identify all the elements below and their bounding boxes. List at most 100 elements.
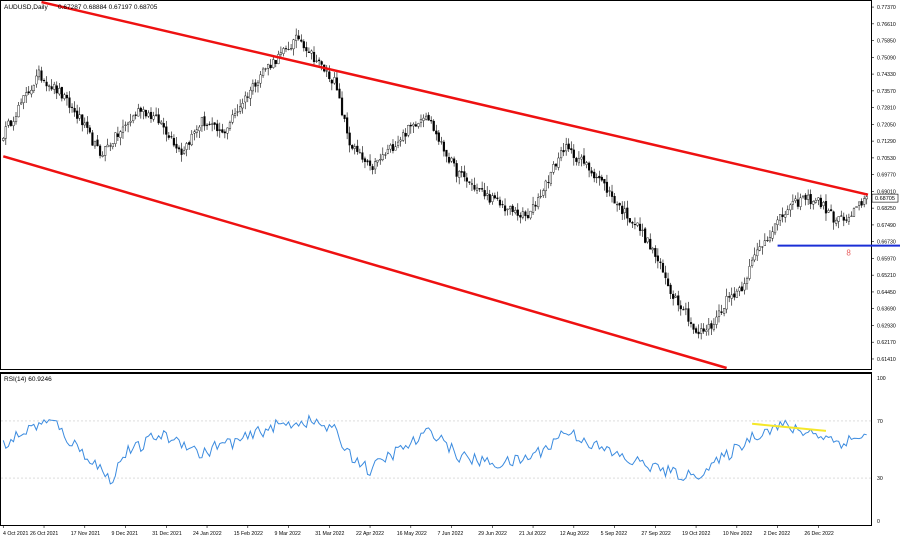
candle bbox=[78, 107, 81, 121]
candle bbox=[25, 87, 28, 103]
candle bbox=[847, 213, 850, 225]
candle bbox=[249, 86, 252, 107]
candle bbox=[593, 168, 596, 183]
candle bbox=[498, 196, 502, 208]
candle bbox=[289, 44, 293, 51]
candle bbox=[804, 193, 807, 206]
candle bbox=[761, 246, 764, 255]
time-tick-label: 19 Oct 2022 bbox=[682, 531, 710, 537]
candle bbox=[544, 179, 547, 199]
price-tick-label: 0.68250 bbox=[877, 206, 896, 212]
candle bbox=[241, 98, 244, 114]
candle bbox=[725, 288, 728, 314]
candle bbox=[267, 63, 270, 76]
candle bbox=[88, 125, 91, 134]
candle bbox=[549, 171, 552, 187]
candle bbox=[840, 210, 843, 217]
candle bbox=[155, 107, 158, 117]
candle bbox=[188, 140, 191, 150]
candle bbox=[824, 194, 828, 221]
candle bbox=[852, 207, 856, 217]
candle bbox=[590, 167, 593, 177]
candle bbox=[106, 138, 109, 148]
candle bbox=[743, 277, 746, 295]
candle bbox=[346, 112, 349, 140]
candle bbox=[493, 192, 496, 200]
candle bbox=[503, 198, 507, 216]
candle bbox=[631, 220, 634, 228]
candle bbox=[511, 204, 514, 216]
price-tick-label: 0.75850 bbox=[877, 39, 896, 45]
candle bbox=[809, 189, 812, 210]
candle bbox=[491, 192, 494, 205]
candle bbox=[430, 116, 433, 124]
candle bbox=[814, 197, 817, 204]
price-tick-label: 0.61410 bbox=[877, 357, 896, 363]
candle bbox=[610, 184, 614, 203]
candle bbox=[60, 86, 63, 102]
candle bbox=[552, 161, 555, 175]
candle bbox=[48, 84, 51, 92]
candle bbox=[116, 126, 119, 141]
candle bbox=[638, 217, 642, 236]
candle bbox=[733, 287, 736, 301]
candle bbox=[531, 196, 535, 215]
candle bbox=[483, 182, 486, 200]
candle bbox=[86, 116, 89, 135]
candle bbox=[233, 108, 237, 119]
candle bbox=[442, 139, 446, 157]
candle bbox=[776, 216, 779, 231]
rsi-divergence-line[interactable] bbox=[752, 422, 827, 432]
candle bbox=[284, 45, 288, 53]
price-tick-label: 0.72810 bbox=[877, 106, 896, 112]
candle bbox=[226, 127, 229, 140]
candle bbox=[447, 152, 451, 165]
candle bbox=[817, 197, 820, 206]
time-tick-label: 9 Dec 2021 bbox=[112, 531, 139, 537]
candle bbox=[300, 34, 303, 43]
price-tick-label: 0.66730 bbox=[877, 240, 896, 246]
candle bbox=[50, 79, 53, 91]
candle bbox=[417, 122, 420, 129]
candle bbox=[458, 170, 461, 185]
candle bbox=[437, 129, 440, 145]
candle bbox=[272, 55, 275, 69]
upper-channel-line[interactable] bbox=[41, 0, 869, 196]
time-tick-label: 9 Mar 2022 bbox=[275, 531, 301, 537]
candle bbox=[766, 236, 769, 242]
candle bbox=[404, 128, 407, 144]
candle bbox=[812, 200, 815, 210]
price-tick-label: 0.64450 bbox=[877, 290, 896, 296]
candle bbox=[771, 226, 774, 242]
candle bbox=[529, 210, 532, 220]
candle bbox=[857, 201, 861, 211]
candle bbox=[468, 181, 471, 185]
candle bbox=[45, 76, 48, 92]
candle bbox=[463, 165, 466, 182]
candle bbox=[524, 210, 527, 222]
candle bbox=[758, 239, 761, 252]
candle bbox=[371, 163, 374, 175]
candle bbox=[368, 154, 372, 171]
candle bbox=[190, 130, 193, 147]
candle bbox=[386, 144, 389, 155]
lower-channel-line[interactable] bbox=[2, 155, 727, 370]
candle bbox=[453, 156, 456, 167]
candle bbox=[440, 136, 443, 145]
candle bbox=[343, 114, 346, 123]
candle bbox=[132, 114, 135, 124]
candle bbox=[165, 120, 168, 142]
candle bbox=[801, 195, 805, 199]
symbol-label: AUDUSD,Daily bbox=[4, 4, 48, 11]
candle bbox=[559, 146, 563, 162]
candle bbox=[356, 139, 359, 155]
candle bbox=[478, 188, 481, 192]
candle bbox=[791, 194, 794, 210]
candle bbox=[526, 208, 530, 220]
candle bbox=[534, 201, 537, 211]
time-tick-label: 12 Aug 2022 bbox=[560, 531, 589, 537]
candle bbox=[338, 83, 341, 99]
candle bbox=[445, 149, 448, 163]
candle bbox=[335, 70, 339, 91]
ohlc-label: 0.67287 0.68884 0.67197 0.68705 bbox=[58, 4, 158, 11]
